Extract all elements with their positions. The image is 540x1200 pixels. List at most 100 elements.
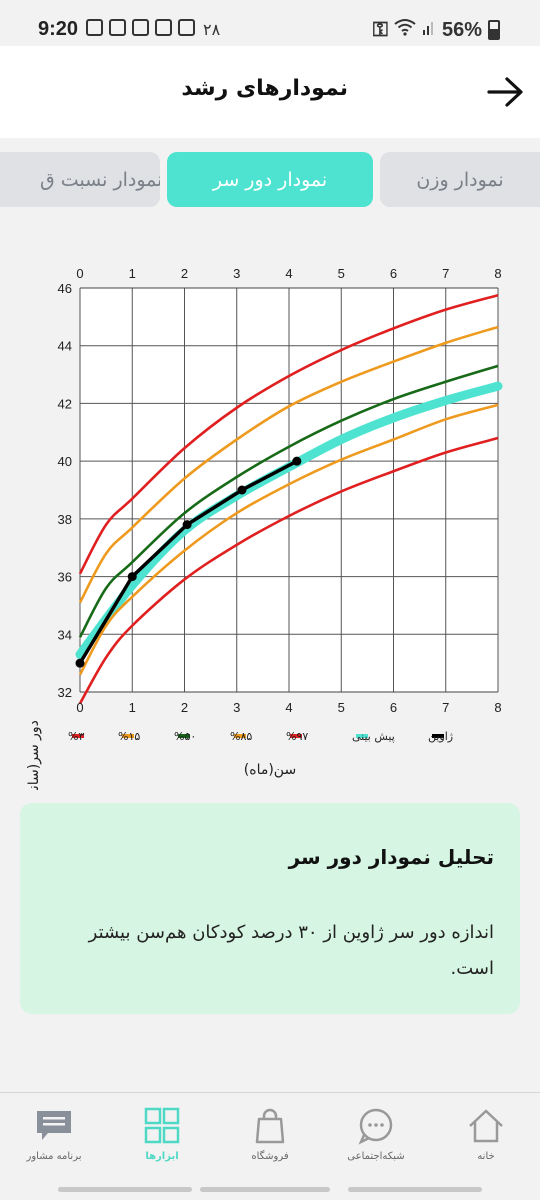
nav-consultant[interactable]: برنامه مشاور xyxy=(14,1107,94,1167)
percentile-line-p3 xyxy=(78,436,499,705)
x-tick-label-top: 6 xyxy=(390,266,397,281)
system-bar-left xyxy=(58,1187,192,1192)
x-tick-label-top: 2 xyxy=(181,266,188,281)
back-button[interactable] xyxy=(486,74,526,110)
child-point xyxy=(292,456,302,466)
tab-weight-chart[interactable]: نمودار وزن xyxy=(380,152,540,207)
series-group xyxy=(75,293,503,705)
image-icon xyxy=(109,19,126,36)
y-tick-label: 46 xyxy=(58,281,72,296)
x-tick-label-top: 3 xyxy=(233,266,240,281)
app-icon xyxy=(155,19,172,36)
status-right: ⚿ 56% xyxy=(373,18,500,42)
legend-label: %۹۷ xyxy=(286,730,308,743)
y-ticks: 32 34 36 38 40 42 44 46 xyxy=(58,281,72,700)
x-ticks-bottom: 0 1 2 3 4 5 6 7 8 xyxy=(76,700,501,715)
chart-tabs: نمودار وزن نمودار دور سر نمودار نسبت ق xyxy=(0,152,540,208)
x-tick-label-bottom: 6 xyxy=(390,700,397,715)
battery-icon xyxy=(488,20,500,40)
legend-swatch xyxy=(234,734,246,738)
grid-horizontal xyxy=(80,287,498,693)
grid-vertical xyxy=(79,288,499,692)
y-tick-label: 42 xyxy=(58,396,72,411)
x-tick-label-bottom: 8 xyxy=(494,700,501,715)
shopping-bag-icon xyxy=(255,1108,285,1144)
percentile-line-p85 xyxy=(78,325,499,604)
legend: ژاوین پیش بینی %۹۷ %۸۵ %۵۰ %۱۵ %۳ xyxy=(68,730,453,743)
legend-swatch xyxy=(356,734,368,738)
legend-swatch xyxy=(432,734,444,738)
nav-label: ابزارها xyxy=(145,1151,179,1162)
x-axis-title: سن(ماه) xyxy=(244,762,296,778)
key-icon: ⚿ xyxy=(372,18,388,41)
tab-ratio-chart[interactable]: نمودار نسبت ق xyxy=(0,152,160,207)
child-point xyxy=(182,520,192,530)
nav-label: خانه xyxy=(477,1151,495,1162)
legend-label: %۸۵ xyxy=(230,730,252,743)
legend-label: ژاوین xyxy=(428,730,453,743)
app-header: نمودارهای رشد xyxy=(0,46,540,138)
shield-icon xyxy=(178,19,195,36)
child-point xyxy=(127,572,137,582)
x-tick-label-top: 4 xyxy=(285,266,292,281)
tab-label: نمودار وزن xyxy=(416,168,504,191)
tab-label: نمودار دور سر xyxy=(212,168,328,191)
percentile-line-p97 xyxy=(78,293,499,575)
legend-swatch xyxy=(72,734,84,738)
lock-icon xyxy=(86,19,103,36)
x-tick-label-top: 0 xyxy=(76,266,83,281)
wifi-icon xyxy=(394,18,416,42)
percentile-line-p50 xyxy=(78,364,499,638)
x-ticks-top: 0 1 2 3 4 5 6 7 8 xyxy=(76,266,501,281)
chat-bubble-icon xyxy=(358,1108,393,1145)
status-date: ۲۸ xyxy=(203,22,221,39)
grid-tools-icon xyxy=(144,1107,180,1144)
nav-home[interactable]: خانه xyxy=(446,1107,526,1167)
parking-icon xyxy=(132,19,149,36)
nav-tools[interactable]: ابزارها xyxy=(122,1107,202,1167)
x-tick-label-bottom: 0 xyxy=(76,700,83,715)
nav-label: شبکه‌اجتماعی xyxy=(347,1151,405,1162)
system-bar-home[interactable] xyxy=(200,1187,330,1192)
percentile-line-p15 xyxy=(78,403,499,676)
home-icon xyxy=(469,1109,503,1143)
y-tick-label: 36 xyxy=(58,570,72,585)
nav-social[interactable]: شبکه‌اجتماعی xyxy=(336,1107,416,1167)
legend-swatch xyxy=(178,734,190,738)
signal-icon xyxy=(422,18,436,42)
x-tick-label-top: 1 xyxy=(129,266,136,281)
tab-head-circumference-chart[interactable]: نمودار دور سر xyxy=(167,152,373,207)
legend-swatch xyxy=(122,734,134,738)
page-title: نمودارهای رشد xyxy=(181,76,348,101)
analysis-title: تحلیل نمودار دور سر xyxy=(288,845,494,869)
nav-label: فروشگاه xyxy=(251,1151,289,1162)
y-axis-title: دور سر(سانتی‌متر) xyxy=(26,720,42,790)
x-tick-label-bottom: 7 xyxy=(442,700,449,715)
child-point xyxy=(75,658,85,668)
legend-label: پیش بینی xyxy=(352,730,395,743)
y-tick-label: 44 xyxy=(58,339,72,354)
legend-label: %۳ xyxy=(68,730,84,743)
x-tick-label-bottom: 3 xyxy=(233,700,240,715)
notification-icons xyxy=(86,19,195,36)
analysis-text: اندازه دور سر ژاوین از ۳۰ درصد کودکان هم… xyxy=(88,922,494,979)
system-bar-right xyxy=(348,1187,482,1192)
y-tick-label: 34 xyxy=(58,627,72,642)
legend-label: %۵۰ xyxy=(174,730,196,743)
x-tick-label-bottom: 4 xyxy=(285,700,292,715)
tab-label: نمودار نسبت ق xyxy=(40,168,160,191)
nav-shop[interactable]: فروشگاه xyxy=(230,1107,310,1167)
child-point xyxy=(237,485,247,495)
message-icon xyxy=(37,1111,71,1140)
x-tick-label-bottom: 5 xyxy=(338,700,345,715)
legend-swatch xyxy=(290,734,302,738)
bottom-navigation: خانه شبکه‌اجتماعی فروشگاه ابزارها برنامه… xyxy=(0,1092,540,1200)
x-tick-label-bottom: 1 xyxy=(129,700,136,715)
analysis-card: تحلیل نمودار دور سر اندازه دور سر ژاوین … xyxy=(20,803,520,1014)
x-tick-label-bottom: 2 xyxy=(181,700,188,715)
arrow-right-icon xyxy=(487,77,523,107)
nav-label: برنامه مشاور xyxy=(26,1151,82,1162)
y-tick-label: 38 xyxy=(58,512,72,527)
y-tick-label: 40 xyxy=(58,454,72,469)
